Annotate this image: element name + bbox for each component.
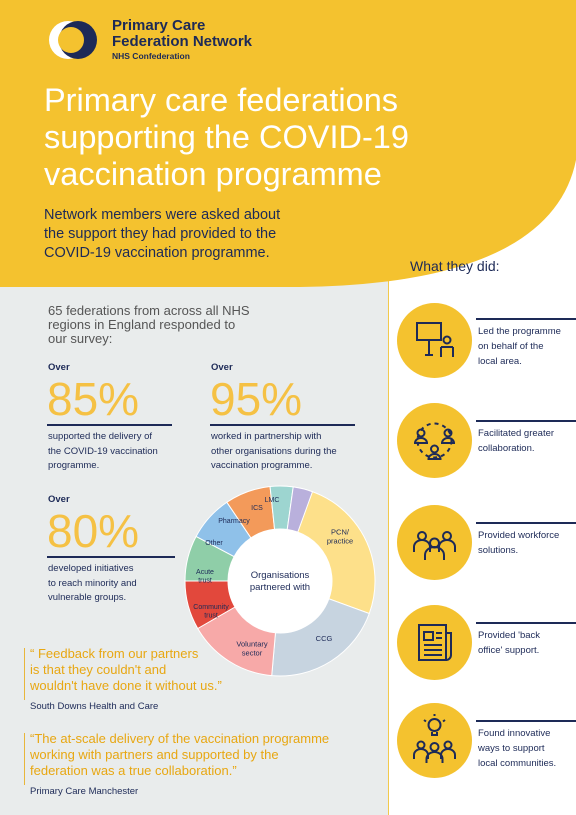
quote-source: South Downs Health and Care: [30, 701, 159, 712]
activity-rule: [476, 318, 576, 320]
chart-title-line1: Organisations: [251, 570, 310, 581]
collaboration-icon: [397, 403, 472, 478]
quote-source: Primary Care Manchester: [30, 786, 139, 797]
activity-text: Provided workforce solutions.: [478, 530, 560, 556]
donut-label: PCN/practice: [327, 528, 353, 546]
stat-percent: 95%: [210, 373, 303, 425]
quote-bar: [24, 648, 25, 700]
partners-donut-chart: Organisations partnered with PCN/practic…: [184, 485, 376, 677]
activities-heading: What they did:: [410, 258, 500, 274]
activity-rule: [476, 522, 576, 524]
stat-description: worked in partnership with other organis…: [211, 431, 337, 471]
donut-label: Other: [205, 540, 223, 547]
stat-description: supported the delivery of the COVID-19 v…: [48, 431, 158, 471]
donut-label: Pharmacy: [218, 518, 250, 525]
page-title: Primary care federations supporting the …: [44, 82, 409, 192]
hero-banner: [0, 0, 576, 287]
survey-intro: 65 federations from across all NHS regio…: [48, 303, 250, 346]
quote-text: “The at-scale delivery of the vaccinatio…: [30, 731, 330, 778]
activity-rule: [476, 720, 576, 722]
donut-label: LMC: [265, 497, 280, 504]
hero-intro: Network members were asked about the sup…: [44, 207, 281, 261]
stat-over-label: Over: [48, 494, 70, 505]
activity-text: Found innovative ways to support local c…: [478, 728, 557, 769]
activity-rule: [476, 622, 576, 624]
brand-name: Primary Care Federation Network: [112, 17, 253, 50]
pcfn-logo: [49, 21, 97, 59]
stat-percent: 85%: [47, 373, 140, 425]
stat-over-label: Over: [48, 362, 70, 373]
quote-text: “ Feedback from our partners is that the…: [30, 646, 222, 693]
activity-rule: [476, 420, 576, 422]
panel-divider: [388, 268, 389, 815]
donut-label: Acute trust: [196, 569, 214, 585]
stat-rule: [47, 424, 172, 426]
stat-over-label: Over: [211, 362, 233, 373]
brand-subtitle: NHS Confederation: [112, 51, 190, 61]
donut-label: Community trust: [193, 604, 229, 620]
stat-percent: 80%: [47, 505, 140, 557]
workforce-icon: [397, 505, 472, 580]
activity-text: Led the programme on behalf of the local…: [478, 326, 561, 367]
chart-title-line2: partnered with: [250, 582, 310, 593]
donut-hole: [228, 529, 332, 633]
stat-rule: [47, 556, 175, 558]
activity-text: Provided 'back office' support.: [478, 630, 541, 656]
activity-text: Facilitated greater collaboration.: [478, 428, 555, 454]
stat-rule: [210, 424, 355, 426]
document-icon: [397, 605, 472, 680]
donut-label: ICS: [251, 505, 263, 512]
donut-label: CCG: [316, 634, 333, 643]
donut-label: Voluntary sector: [236, 640, 268, 658]
quote-bar: [24, 733, 25, 785]
innovation-icon: [397, 703, 472, 778]
stat-description: developed initiatives to reach minority …: [48, 563, 137, 603]
presenter-icon: [397, 303, 472, 378]
